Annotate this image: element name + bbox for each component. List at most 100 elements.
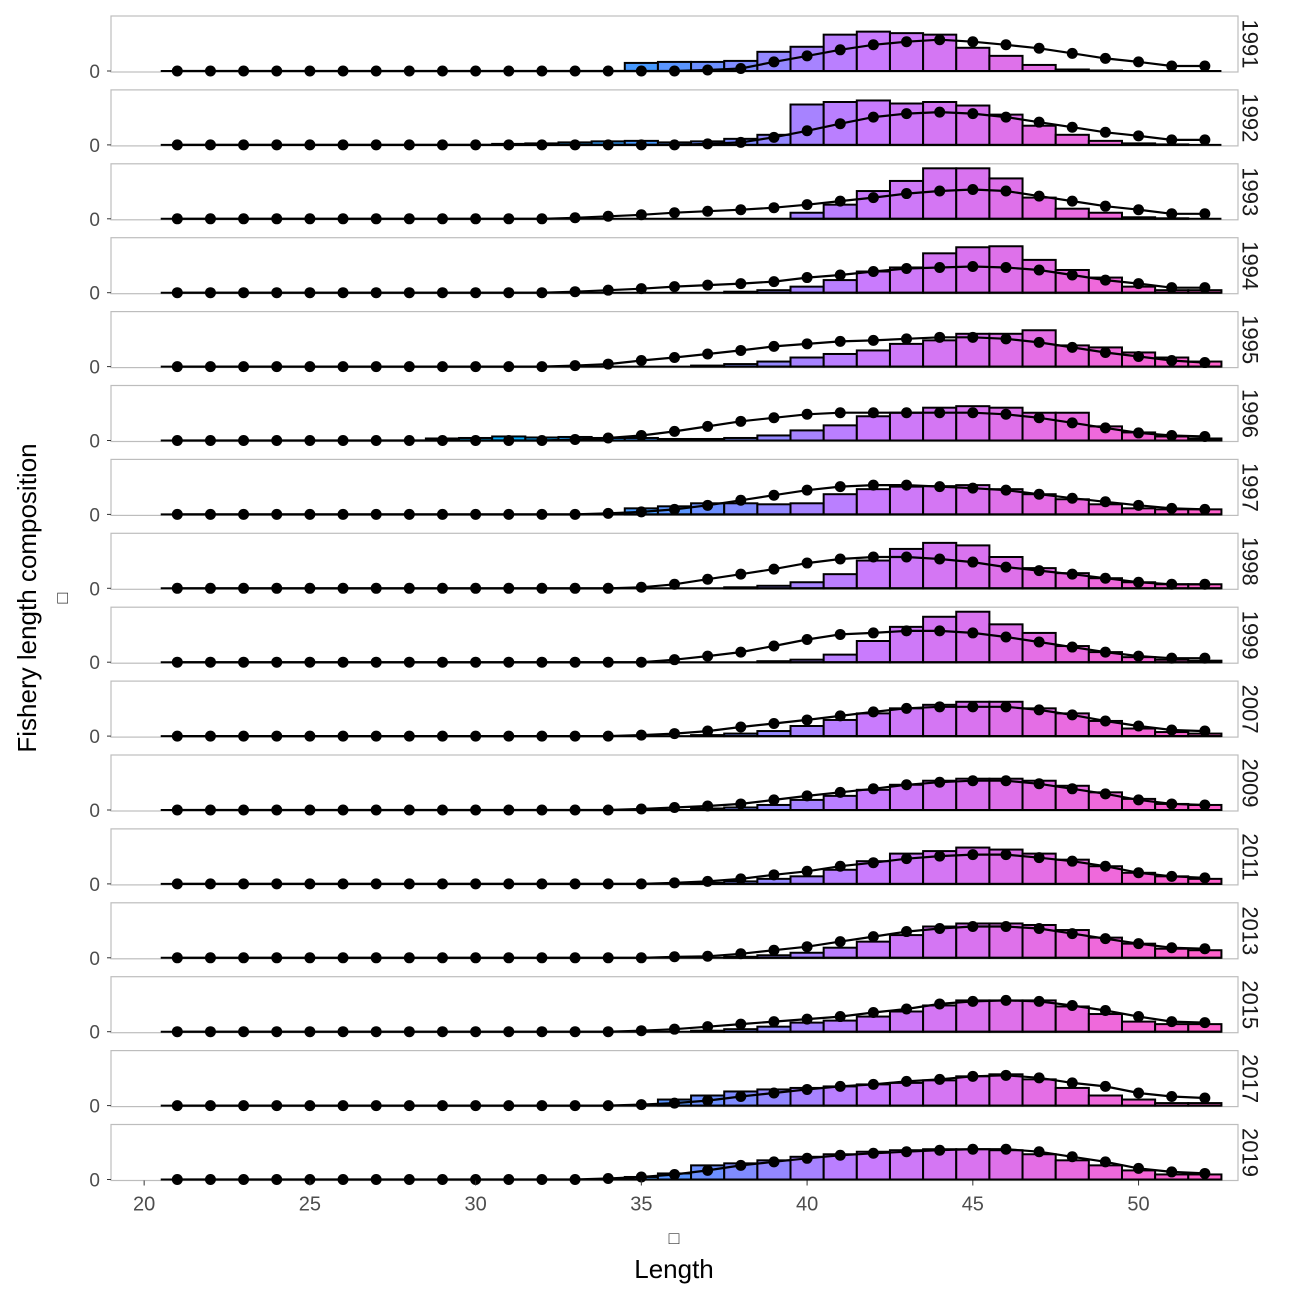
expected-point: [271, 65, 283, 77]
expected-point: [1199, 503, 1211, 515]
expected-point: [768, 489, 780, 501]
expected-point: [536, 730, 548, 742]
expected-point: [403, 656, 415, 668]
expected-point: [370, 878, 382, 890]
expected-point: [1099, 933, 1111, 945]
expected-point: [735, 798, 747, 810]
expected-point: [436, 582, 448, 594]
expected-point: [238, 435, 250, 446]
x-tick-label: 40: [796, 1194, 818, 1216]
expected-point: [503, 730, 515, 742]
expected-point: [569, 139, 581, 151]
expected-point: [436, 656, 448, 668]
expected-point: [503, 139, 515, 151]
expected-point: [304, 139, 316, 151]
expected-point: [834, 1149, 846, 1161]
expected-point: [304, 582, 316, 594]
expected-point: [867, 39, 879, 51]
expected-point: [238, 139, 250, 151]
observed-bar: [988, 1149, 1024, 1181]
expected-point: [702, 279, 714, 291]
expected-point: [536, 1026, 548, 1038]
expected-point: [669, 877, 680, 889]
expected-point: [934, 481, 946, 493]
expected-point: [470, 804, 482, 816]
expected-point: [967, 482, 979, 494]
expected-point: [1000, 261, 1012, 273]
expected-point: [635, 581, 647, 593]
expected-point: [735, 278, 747, 290]
facet-strip-label: 1993: [1238, 167, 1263, 216]
expected-point: [171, 804, 183, 816]
observed-bar: [1054, 207, 1090, 220]
expected-point: [470, 435, 482, 446]
expected-point: [768, 412, 780, 424]
expected-point: [503, 287, 515, 299]
expected-line: [177, 779, 1205, 812]
y-tick-label: 0: [89, 1023, 100, 1044]
expected-point: [834, 710, 846, 722]
expected-point: [901, 188, 913, 200]
expected-point: [403, 435, 415, 446]
expected-point: [669, 425, 680, 437]
expected-point: [204, 361, 216, 373]
expected-point: [337, 139, 349, 151]
expected-point: [238, 656, 250, 668]
expected-point: [669, 281, 680, 293]
expected-point: [470, 656, 482, 668]
expected-point: [1099, 1080, 1111, 1092]
expected-point: [669, 578, 680, 590]
expected-point: [238, 508, 250, 520]
observed-bar: [922, 615, 958, 664]
y-tick-label: 0: [89, 653, 100, 674]
expected-point: [337, 656, 349, 668]
expected-point: [536, 65, 548, 77]
expected-point: [337, 582, 349, 594]
expected-point: [801, 1083, 813, 1095]
expected-point: [238, 287, 250, 299]
expected-point: [403, 65, 415, 77]
observed-bar: [855, 99, 891, 146]
facet-panel-2007: 0 2007: [89, 680, 1263, 748]
expected-point: [1066, 855, 1078, 867]
expected-point: [967, 775, 979, 787]
expected-point: [1033, 264, 1045, 276]
expected-point: [635, 803, 647, 815]
expected-point: [735, 568, 747, 580]
expected-point: [635, 355, 647, 367]
expected-point: [370, 65, 382, 77]
expected-point: [1133, 130, 1145, 142]
expected-point: [602, 432, 614, 444]
expected-point: [702, 138, 714, 150]
expected-point: [901, 407, 913, 419]
expected-point: [735, 204, 747, 216]
expected-point: [1099, 572, 1111, 584]
facet-panel-1999: 0 1999: [89, 606, 1263, 674]
expected-point: [569, 730, 581, 742]
expected-point: [768, 1087, 780, 1099]
expected-point: [1066, 195, 1078, 207]
expected-point: [470, 582, 482, 594]
expected-point: [635, 283, 647, 295]
expected-point: [867, 1147, 879, 1159]
expected-point: [536, 804, 548, 816]
expected-point: [669, 951, 680, 963]
expected-point: [1199, 1017, 1211, 1029]
expected-point: [436, 435, 448, 446]
facet-strip-label: 1995: [1238, 315, 1263, 364]
facet-panel-1991: 0 1991: [89, 15, 1263, 83]
expected-point: [370, 139, 382, 151]
expected-point: [801, 633, 813, 645]
expected-point: [867, 192, 879, 204]
expected-point: [1166, 355, 1178, 367]
expected-point: [204, 287, 216, 299]
expected-point: [1066, 341, 1078, 353]
expected-point: [635, 1025, 647, 1037]
expected-point: [1033, 488, 1045, 500]
expected-point: [436, 213, 448, 225]
expected-point: [436, 508, 448, 520]
expected-point: [768, 56, 780, 68]
expected-point: [801, 557, 813, 569]
expected-point: [403, 730, 415, 742]
expected-point: [569, 1100, 581, 1112]
